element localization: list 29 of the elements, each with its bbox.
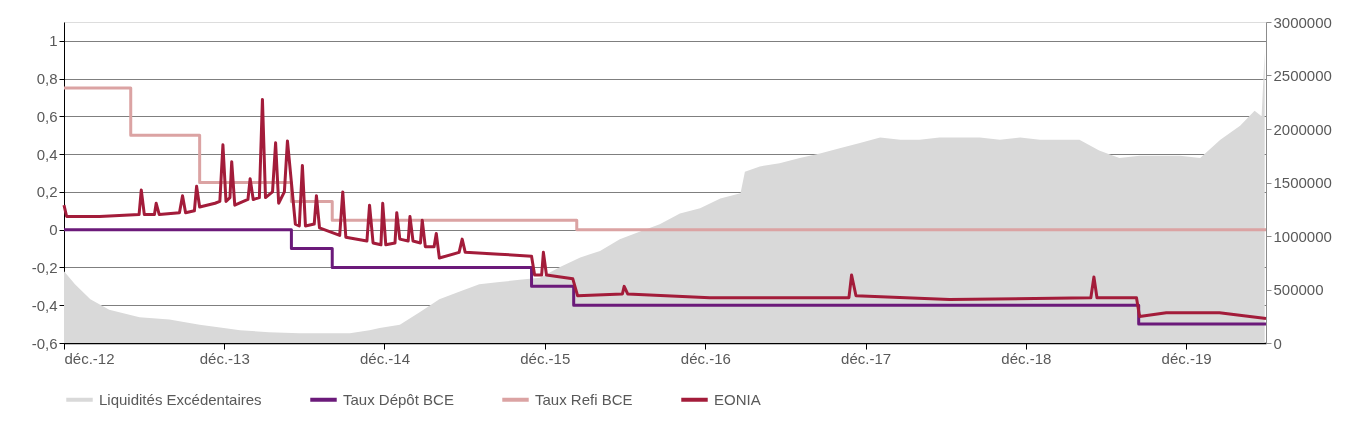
line-series — [62, 97, 1268, 320]
y2-tick-label: 1500000 — [1273, 174, 1332, 191]
y2-tick-label: 3000000 — [1273, 13, 1332, 31]
y-tick-label: -0,2 — [31, 258, 58, 276]
legend-label: Taux Dépôt BCE — [343, 390, 454, 408]
x-tick-label: déc.-13 — [199, 349, 250, 367]
x-tick-label: déc.-16 — [680, 349, 731, 367]
y-tick-label: 0,4 — [36, 145, 58, 163]
y2-tick-label: 0 — [1273, 334, 1282, 352]
x-tick-label: déc.-12 — [64, 349, 115, 367]
y-tick-label: -0,6 — [31, 334, 58, 352]
y-tick-label: 0,6 — [36, 107, 58, 125]
y2-tick-label: 2000000 — [1273, 120, 1332, 138]
y-tick-label: 0,8 — [36, 70, 58, 88]
y-tick-label: 0,2 — [36, 183, 58, 201]
x-tick-label: déc.-17 — [841, 349, 892, 367]
y2-tick-label: 500000 — [1273, 281, 1324, 298]
y2-tick-label: 1000000 — [1273, 227, 1332, 245]
legend-label: Taux Refi BCE — [535, 390, 633, 408]
x-tick-label: déc.-19 — [1161, 349, 1212, 367]
x-tick-label: déc.-14 — [359, 349, 410, 367]
y2-tick-label: 2500000 — [1273, 67, 1332, 84]
y-tick-label: 0 — [49, 221, 58, 239]
x-tick-label: déc.-18 — [1001, 349, 1052, 367]
x-tick-label: déc.-15 — [520, 349, 571, 367]
legend-label: EONIA — [714, 390, 761, 408]
y-tick-label: -0,4 — [31, 296, 58, 314]
legend-label: Liquidités Excédentaires — [99, 390, 262, 408]
y-tick-label: 1 — [49, 32, 58, 50]
